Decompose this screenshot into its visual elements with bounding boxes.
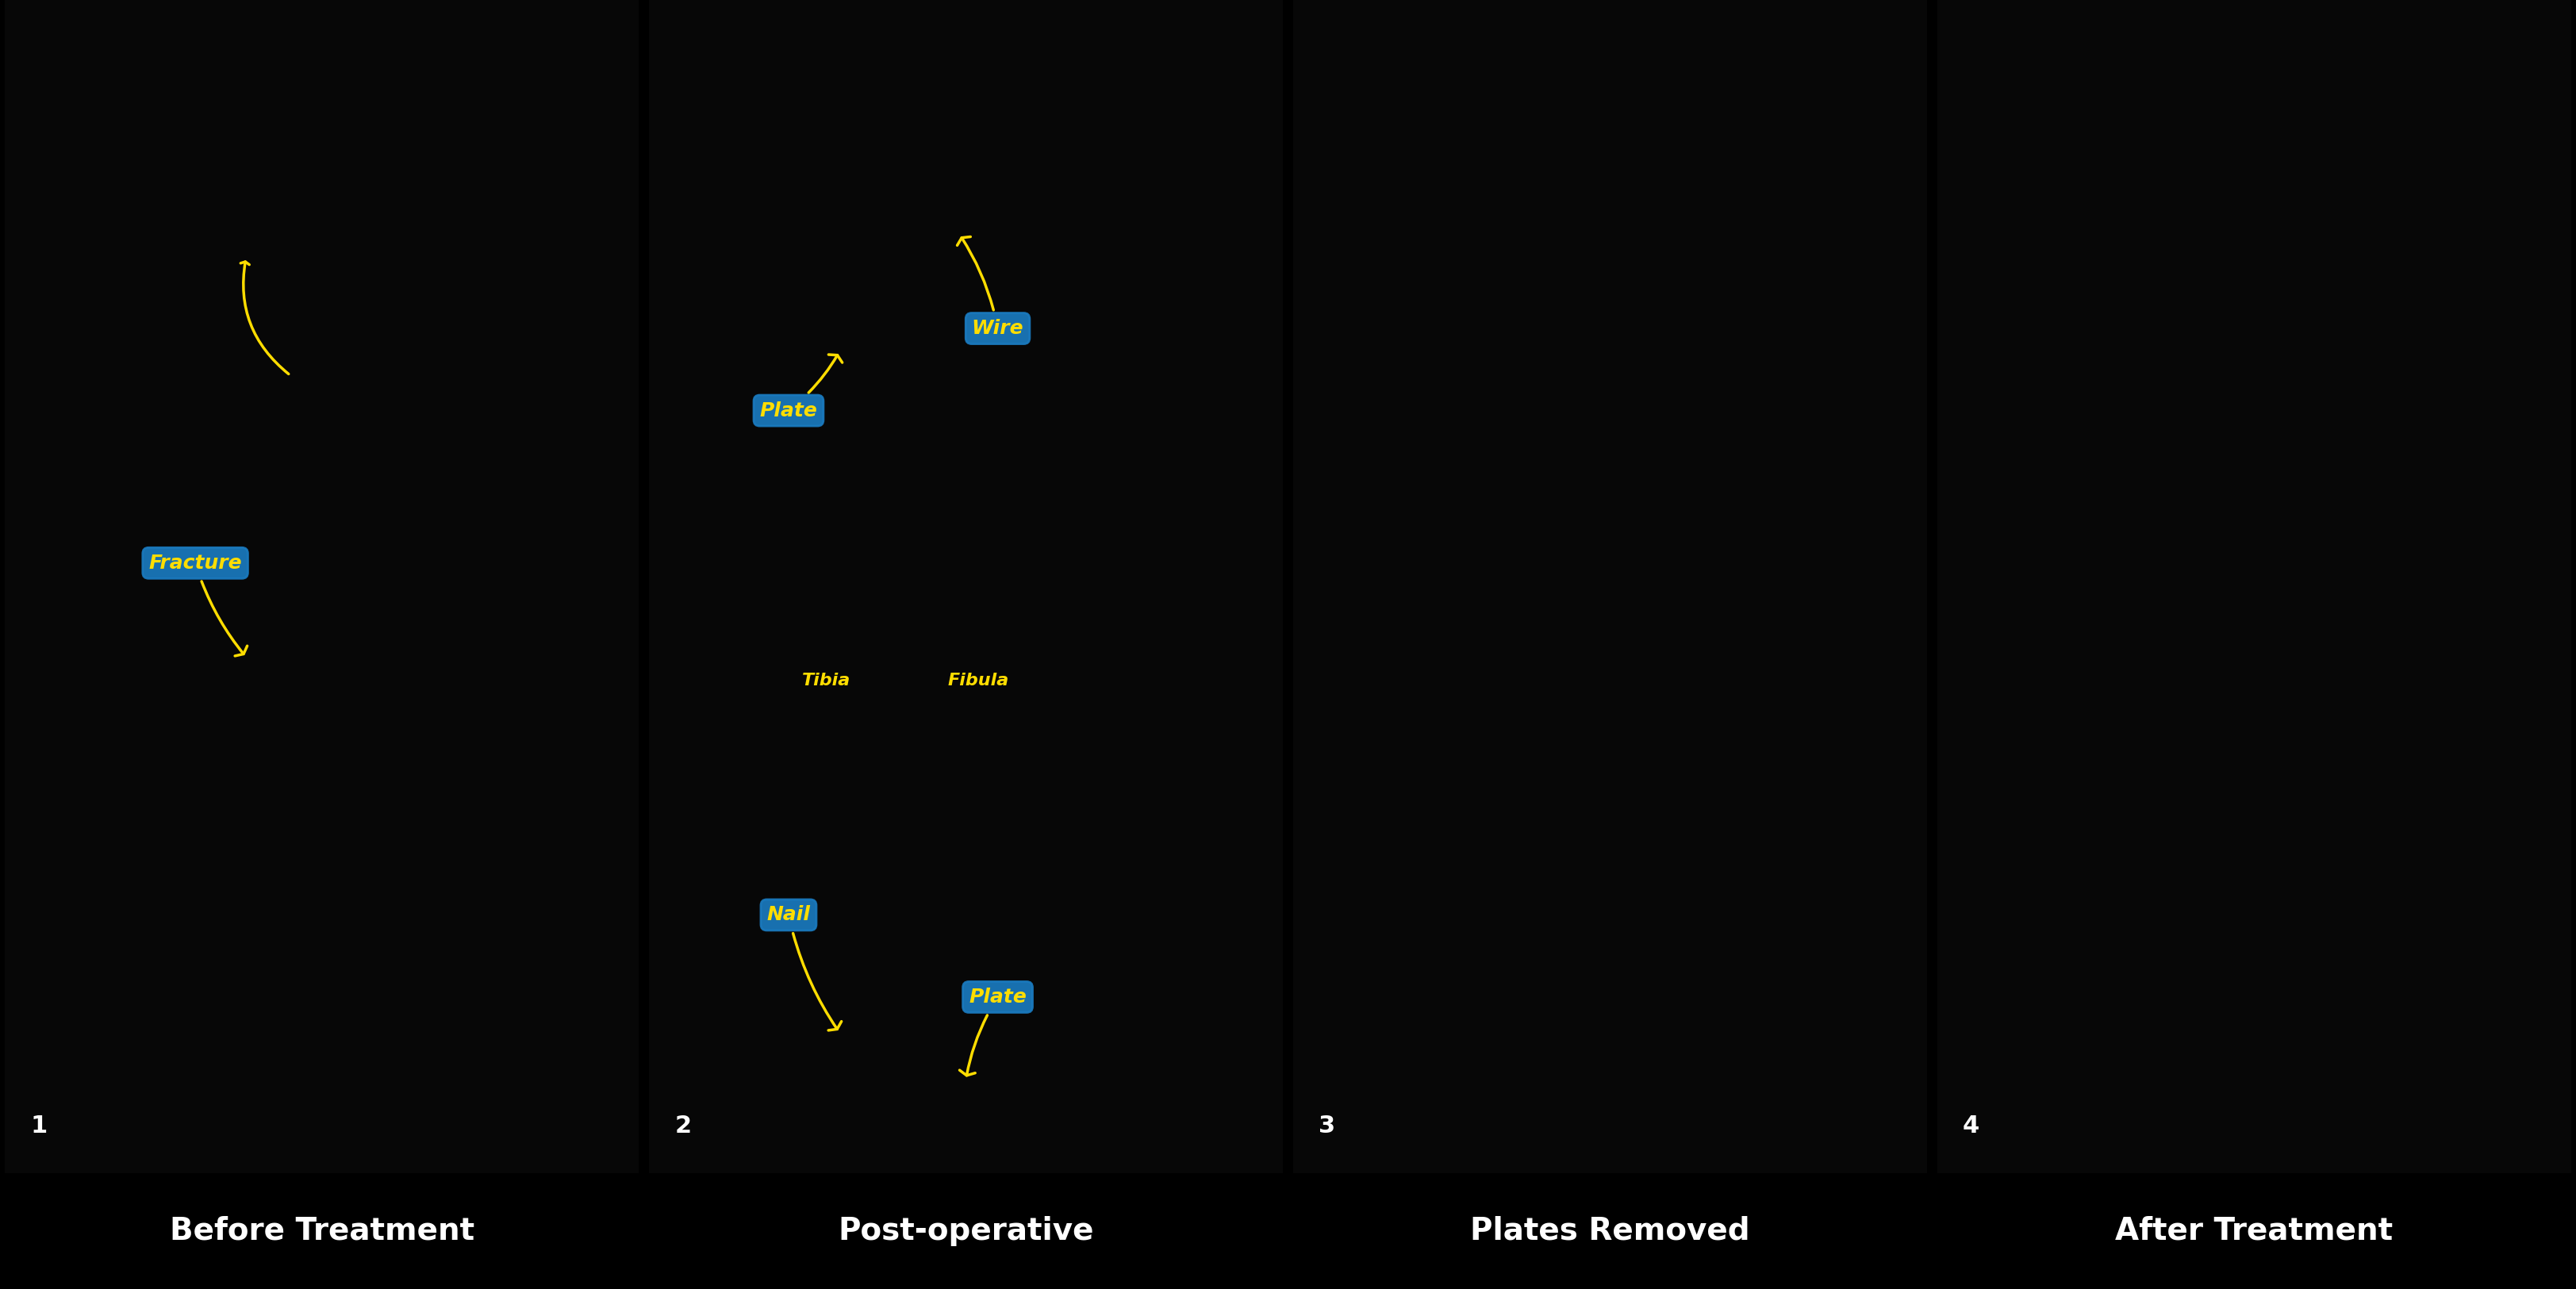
- Text: 4: 4: [1963, 1115, 1978, 1138]
- Text: Fracture: Fracture: [149, 553, 247, 656]
- Text: Post-operative: Post-operative: [837, 1216, 1095, 1246]
- Text: After Treatment: After Treatment: [2115, 1216, 2393, 1246]
- Text: Fibula: Fibula: [948, 673, 1010, 688]
- Text: 2: 2: [675, 1115, 690, 1138]
- Text: 3: 3: [1319, 1115, 1334, 1138]
- Text: Before Treatment: Before Treatment: [170, 1216, 474, 1246]
- Text: Nail: Nail: [768, 905, 842, 1030]
- Text: Plate: Plate: [961, 987, 1028, 1075]
- Text: Plate: Plate: [760, 354, 842, 420]
- Text: Tibia: Tibia: [801, 673, 850, 688]
- Text: Plates Removed: Plates Removed: [1471, 1216, 1749, 1246]
- Text: 1: 1: [31, 1115, 46, 1138]
- Text: Wire: Wire: [958, 237, 1023, 338]
